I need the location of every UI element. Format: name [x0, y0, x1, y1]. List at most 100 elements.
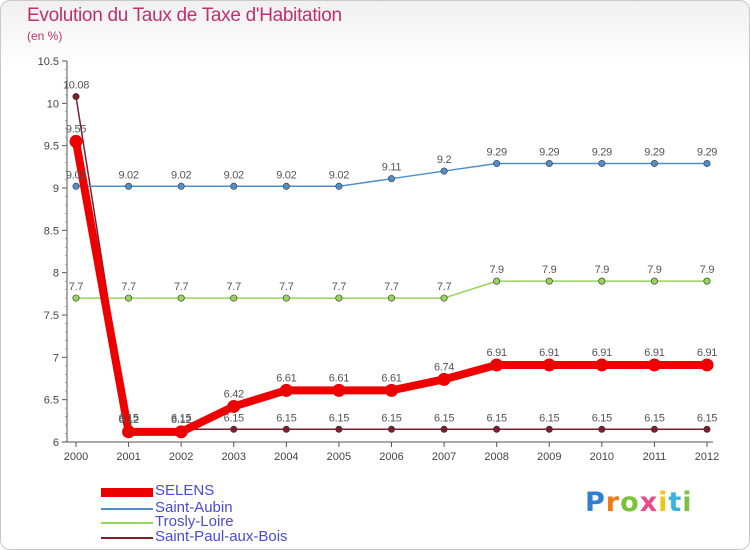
data-label: 6.15	[171, 412, 191, 424]
data-point	[387, 294, 395, 302]
data-label: 6.15	[434, 412, 454, 424]
x-tick-label: 2003	[222, 451, 246, 463]
x-tick-label: 2008	[484, 451, 508, 463]
data-point	[545, 277, 553, 285]
data-label: 6.15	[381, 412, 401, 424]
data-label: 7.7	[279, 281, 294, 293]
legend-item-trosly-loire[interactable]: Trosly-Loire	[101, 513, 361, 530]
y-tick-label: 9	[53, 183, 59, 195]
data-label: 6.12	[118, 414, 138, 426]
data-point	[282, 425, 290, 433]
data-point	[700, 358, 714, 372]
data-point	[230, 182, 238, 190]
data-point	[335, 425, 343, 433]
data-label: 9.02	[118, 169, 138, 181]
logo-letter: r	[605, 487, 621, 518]
x-tick-label: 2006	[379, 451, 403, 463]
data-label: 7.7	[437, 281, 452, 293]
data-point	[598, 159, 606, 167]
data-point	[125, 294, 133, 302]
data-label: 7.7	[227, 281, 242, 293]
data-label: 6.15	[487, 412, 507, 424]
data-point	[125, 182, 133, 190]
data-point	[335, 182, 343, 190]
data-point	[174, 425, 188, 439]
data-point	[332, 383, 346, 397]
data-label: 9.02	[66, 169, 86, 181]
data-label: 6.74	[434, 361, 454, 373]
data-point	[647, 358, 661, 372]
legend-item-selens[interactable]: SELENS	[101, 482, 361, 499]
x-tick-label: 2010	[590, 451, 614, 463]
data-label: 9.29	[539, 146, 559, 158]
y-tick-label: 10.5	[38, 56, 59, 68]
data-label: 6.61	[276, 372, 296, 384]
data-point	[387, 175, 395, 183]
legend-swatch	[101, 522, 153, 524]
data-label: 9.29	[592, 146, 612, 158]
data-point	[177, 294, 185, 302]
data-label: 9.02	[276, 169, 296, 181]
data-point	[650, 425, 658, 433]
data-label: 9.29	[487, 146, 507, 158]
data-label: 7.9	[647, 264, 662, 276]
data-point	[72, 182, 80, 190]
data-point	[703, 425, 711, 433]
data-point	[703, 159, 711, 167]
data-point	[595, 358, 609, 372]
legend-label: Trosly-Loire	[155, 513, 234, 530]
logo-letter: i	[658, 487, 669, 518]
data-label: 6.15	[224, 412, 244, 424]
data-label: 9.29	[644, 146, 664, 158]
logo-letter: P	[585, 487, 606, 518]
data-point	[230, 294, 238, 302]
data-label: 6.61	[329, 372, 349, 384]
x-tick-label: 2005	[327, 451, 351, 463]
data-label: 6.15	[697, 412, 717, 424]
data-label: 9.02	[224, 169, 244, 181]
data-point	[122, 425, 136, 439]
logo-letter: t	[668, 487, 683, 518]
data-point	[650, 277, 658, 285]
data-label: 6.15	[329, 412, 349, 424]
data-point	[703, 277, 711, 285]
data-point	[437, 372, 451, 386]
data-point	[490, 358, 504, 372]
x-tick-label: 2004	[274, 451, 298, 463]
data-point	[230, 425, 238, 433]
data-label: 9.11	[382, 162, 402, 174]
y-tick-label: 8	[53, 268, 59, 280]
data-label: 7.7	[332, 281, 347, 293]
data-point	[440, 294, 448, 302]
legend-item-saint-aubin[interactable]: Saint-Aubin	[101, 499, 361, 516]
logo-letter: o	[620, 487, 640, 518]
data-point	[72, 294, 80, 302]
data-label: 9.02	[329, 169, 349, 181]
logo-letter: i	[682, 487, 693, 518]
data-point	[493, 159, 501, 167]
data-point	[72, 93, 80, 101]
chart-axes: 6 6.5 7 7.5 8 8.5 9 9.5 10 10.5 2000 2001 2002 2003 20…	[38, 56, 720, 463]
legend-item-saint-paul-aux-bois[interactable]: Saint-Paul-aux-Bois	[101, 528, 361, 545]
data-label: 6.42	[224, 388, 244, 400]
legend-label: SELENS	[155, 482, 215, 499]
data-label: 7.9	[489, 264, 504, 276]
data-label: 6.61	[381, 372, 401, 384]
data-point	[69, 134, 83, 148]
data-label: 9.29	[697, 146, 717, 158]
data-label: 6.91	[592, 347, 612, 359]
data-point	[335, 294, 343, 302]
y-tick-label: 7	[53, 352, 59, 364]
data-labels-layer: 10.086.15 6.15 6.15 6.15 6.15 6.15 6.15 6.15 6.1…	[63, 80, 718, 426]
legend-swatch	[101, 488, 153, 497]
data-point	[440, 425, 448, 433]
legend-swatch	[101, 508, 153, 510]
data-label: 10.08	[63, 80, 89, 92]
y-tick-label: 9.5	[44, 141, 59, 153]
y-tick-label: 8.5	[44, 225, 59, 237]
x-tick-label: 2000	[64, 451, 88, 463]
data-label: 7.9	[700, 264, 715, 276]
data-point	[282, 182, 290, 190]
